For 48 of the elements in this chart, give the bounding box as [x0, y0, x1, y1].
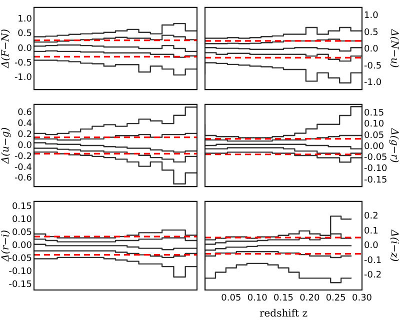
y-tick-label: 0.0	[18, 44, 32, 54]
y-tick-label: -0.10	[8, 267, 32, 278]
x-tick-label: 0.20	[300, 294, 320, 304]
y-tick-label: -0.5	[364, 61, 382, 72]
y-tick-label: 0.15	[364, 108, 384, 119]
x-axis-title: redshift z	[259, 308, 308, 320]
y-tick-label: -0.4	[14, 162, 32, 173]
y-tick-label: 0.0	[18, 140, 32, 151]
y-tick-label: 0.10	[364, 120, 384, 130]
y-tick-label: 0.05	[12, 228, 32, 238]
y-tick-label: -0.10	[364, 164, 388, 174]
y-tick-label: 0.5	[364, 28, 378, 38]
y-tick-label: -0.6	[14, 174, 32, 184]
x-tick-label: 0.30	[352, 294, 372, 304]
y-tick-label: 0.1	[364, 226, 378, 236]
y-axis-title: Δ(i−z)	[388, 228, 400, 262]
y-tick-label: 0.4	[18, 118, 32, 129]
x-tick-label: 0.25	[326, 294, 346, 304]
y-tick-label: 0.2	[364, 212, 378, 222]
y-tick-label: 1.0	[364, 11, 379, 22]
x-tick-label: 0.15	[273, 294, 294, 304]
x-tick-label: 0.10	[247, 294, 268, 304]
y-axis-title: Δ(N−u)	[388, 28, 400, 68]
y-tick-label: 0.00	[12, 241, 32, 252]
y-tick-label: 0.15	[12, 202, 32, 212]
y-axis-title: Δ(u−g)	[0, 127, 12, 165]
y-axis-title: Δ(F−N)	[0, 28, 12, 70]
y-tick-label: -0.05	[8, 254, 32, 264]
y-tick-label: 0.10	[12, 214, 32, 225]
y-tick-label: 0.5	[18, 29, 32, 40]
y-tick-label: -1.0	[14, 73, 32, 84]
x-tick-label: 0.05	[221, 294, 242, 304]
y-tick-label: 0.6	[18, 108, 32, 118]
y-tick-label: 0.0	[364, 241, 379, 252]
y-tick-label: 0.2	[18, 130, 32, 140]
y-tick-label: -0.1	[364, 256, 382, 266]
y-tick-label: -0.5	[14, 58, 32, 69]
y-tick-label: -0.15	[8, 280, 32, 290]
y-tick-label: -1.0	[364, 78, 382, 88]
y-axis-title: Δ(g−r)	[388, 127, 400, 163]
y-tick-label: 1.0	[18, 14, 32, 24]
y-tick-label: 0.0	[364, 44, 379, 55]
y-tick-label: -0.2	[14, 152, 32, 162]
y-tick-label: -0.15	[364, 175, 388, 186]
y-tick-label: 0.00	[364, 142, 384, 152]
y-tick-label: -0.2	[364, 270, 382, 281]
y-tick-label: -0.05	[364, 153, 388, 164]
y-tick-label: 0.05	[364, 130, 384, 141]
